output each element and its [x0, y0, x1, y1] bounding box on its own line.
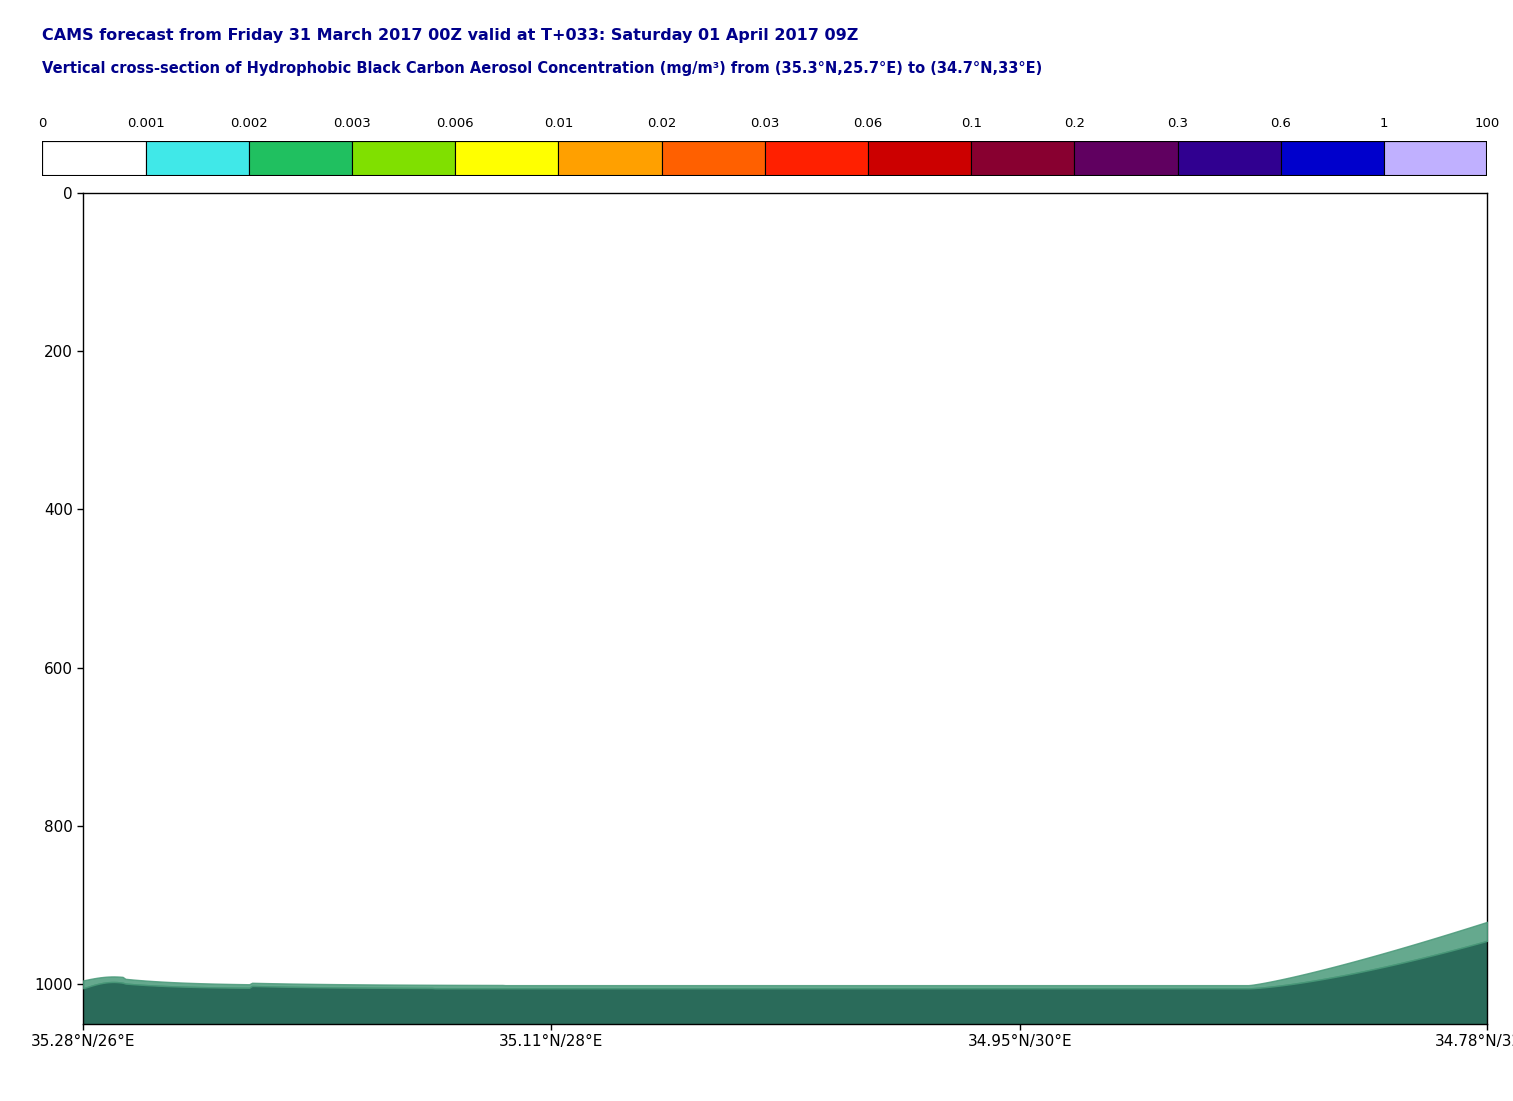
Text: 0: 0 — [38, 117, 47, 130]
Text: 0.2: 0.2 — [1064, 117, 1085, 130]
Bar — [353, 141, 455, 176]
Text: CAMS forecast from Friday 31 March 2017 00Z valid at T+033: Saturday 01 April 20: CAMS forecast from Friday 31 March 2017 … — [42, 28, 859, 43]
Bar — [1282, 141, 1384, 176]
Text: 0.001: 0.001 — [127, 117, 165, 130]
Text: 0.06: 0.06 — [853, 117, 882, 130]
Text: 100: 100 — [1475, 117, 1499, 130]
Bar — [764, 141, 868, 176]
Text: 0.1: 0.1 — [961, 117, 982, 130]
Bar — [248, 141, 353, 176]
Bar — [558, 141, 661, 176]
Bar — [1177, 141, 1282, 176]
Text: Vertical cross-section of Hydrophobic Black Carbon Aerosol Concentration (mg/m³): Vertical cross-section of Hydrophobic Bl… — [42, 61, 1042, 76]
Text: 0.006: 0.006 — [436, 117, 474, 130]
Bar — [971, 141, 1074, 176]
Bar — [42, 141, 145, 176]
Text: 1: 1 — [1380, 117, 1389, 130]
Bar — [145, 141, 248, 176]
Bar — [1384, 141, 1487, 176]
Text: 0.02: 0.02 — [648, 117, 676, 130]
Bar — [661, 141, 764, 176]
Text: 0.3: 0.3 — [1167, 117, 1188, 130]
Text: 0.002: 0.002 — [230, 117, 268, 130]
Text: 0.003: 0.003 — [333, 117, 371, 130]
Text: 0.03: 0.03 — [750, 117, 779, 130]
Text: 0.6: 0.6 — [1271, 117, 1291, 130]
Bar — [455, 141, 558, 176]
Text: 0.01: 0.01 — [543, 117, 573, 130]
Bar — [1487, 141, 1513, 176]
Bar — [868, 141, 971, 176]
Bar — [1074, 141, 1177, 176]
